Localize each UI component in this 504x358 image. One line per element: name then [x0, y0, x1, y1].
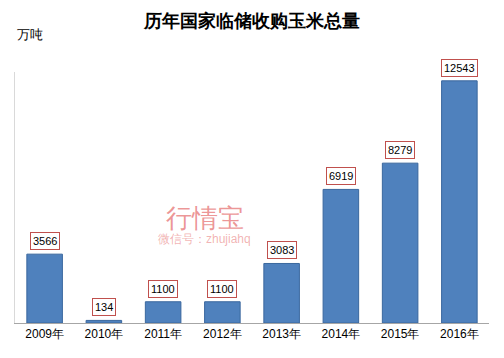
- svg-text:6919: 6919: [329, 170, 353, 182]
- svg-text:2013年: 2013年: [262, 327, 301, 341]
- svg-text:2015年: 2015年: [381, 327, 420, 341]
- svg-text:134: 134: [95, 301, 113, 313]
- svg-text:1100: 1100: [151, 283, 175, 295]
- svg-text:12543: 12543: [444, 62, 475, 74]
- svg-text:2010年: 2010年: [85, 327, 124, 341]
- svg-text:2009年: 2009年: [25, 327, 64, 341]
- svg-text:3083: 3083: [270, 244, 294, 256]
- svg-text:8279: 8279: [388, 144, 412, 156]
- svg-text:2012年: 2012年: [203, 327, 242, 341]
- svg-text:行情宝: 行情宝: [166, 203, 244, 233]
- svg-text:2011年: 2011年: [144, 327, 182, 341]
- svg-text:2016年: 2016年: [440, 327, 479, 341]
- svg-text:2014年: 2014年: [322, 327, 361, 341]
- svg-text:历年国家临储收购玉米总量: 历年国家临储收购玉米总量: [143, 11, 360, 31]
- svg-text:万吨: 万吨: [17, 27, 43, 42]
- svg-text:3566: 3566: [33, 235, 57, 247]
- svg-text:微信号：zhujiahq: 微信号：zhujiahq: [158, 232, 251, 246]
- svg-text:1100: 1100: [210, 283, 234, 295]
